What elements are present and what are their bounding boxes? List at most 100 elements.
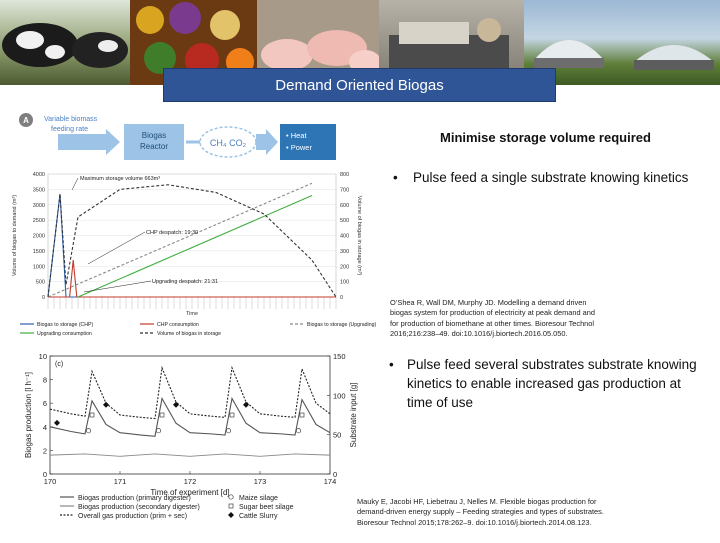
legend-label: Biogas production (secondary digester)	[78, 504, 200, 511]
maize-silage-marker	[225, 428, 232, 434]
y-tick-label: 3500	[33, 187, 45, 193]
series-line-2	[47, 182, 313, 298]
input-label-line2: feeding rate	[51, 126, 88, 133]
bullet-1: • Pulse feed a single substrate knowing …	[393, 168, 713, 187]
input-label-line1: Variable biomass	[44, 116, 98, 123]
outputs-box	[280, 124, 336, 160]
annotation-arrow	[87, 231, 146, 265]
biogas-production-chart: (c) 0 2 4 6 8 10 0 50 100 150 170 171 172 173 174 Time o…	[22, 350, 362, 538]
reference-1-line: 2016;216:238–49. doi:10.1016/j.biortech.…	[390, 329, 568, 339]
bullet-2-line: time of use	[407, 395, 474, 410]
legend-label: Cattle Slurry	[239, 513, 278, 520]
maize-silage-marker	[85, 428, 92, 434]
legend-label: Upgrading consumption	[37, 331, 92, 337]
bullet-1-text: Pulse feed a single substrate knowing ki…	[413, 170, 689, 185]
y-tick-label: 10	[39, 352, 47, 361]
badge-letter: A	[23, 116, 29, 125]
legend-label: Sugar beet silage	[239, 504, 294, 511]
cattle-slurry-marker	[243, 401, 249, 408]
x-tick-label: 171	[114, 477, 127, 486]
x-axis-label: Time	[186, 311, 198, 317]
y-tick-label: 2	[43, 446, 47, 455]
y2-tick-label: 400	[340, 234, 349, 240]
series-line-2	[49, 365, 331, 420]
panel-label: (c)	[55, 361, 63, 368]
y-tick-label: 500	[36, 280, 45, 286]
maize-silage-marker	[155, 428, 162, 434]
output-power: • Power	[286, 143, 312, 152]
legend-swatch	[228, 494, 234, 500]
slide-title: Demand Oriented Biogas	[163, 68, 556, 102]
reference-1-line: O’Shea R, Wall DM, Murphy JD. Modelling …	[390, 298, 587, 307]
y-tick-label: 6	[43, 399, 47, 408]
feed-arrow	[58, 129, 120, 155]
gas-label: CH₄ CO₂	[210, 138, 247, 148]
y2-tick-label: 500	[340, 218, 349, 224]
legend-swatch	[228, 512, 234, 518]
x-tick-label: 173	[254, 477, 267, 486]
y-tick-label: 1000	[33, 264, 45, 270]
y2-tick-label: 300	[340, 249, 349, 255]
y-tick-label: 4	[43, 423, 47, 432]
bullet-1-marker: •	[393, 170, 398, 185]
bullet-2: • Pulse feed several substrates substrat…	[389, 355, 719, 412]
legend-label: Volume of biogas in storage	[157, 331, 221, 337]
y-tick-label: 4000	[33, 172, 45, 178]
y-tick-label: 1500	[33, 249, 45, 255]
biogas-digester-photo	[524, 0, 720, 85]
legend-label: Biogas production (primary digester)	[78, 495, 191, 502]
slide-title-text: Demand Oriented Biogas	[275, 76, 444, 94]
series-line-1	[49, 453, 331, 457]
y-tick-label: 3000	[33, 203, 45, 209]
bullet-2-line: kinetics to enable increased gas product…	[407, 376, 681, 391]
y2-tick-label: 100	[333, 391, 346, 400]
output-heat: • Heat	[286, 131, 307, 140]
y2-tick-label: 150	[333, 352, 346, 361]
legend-label: Overall gas production (prim + sec)	[78, 513, 187, 520]
sugar-beet-silage-marker	[89, 412, 95, 418]
y2-tick-label: 50	[333, 431, 341, 440]
section-heading: Minimise storage volume required	[440, 130, 651, 145]
series-line-1	[48, 260, 336, 298]
bullet-2-marker: •	[389, 357, 394, 372]
reference-1-line: biogas system for production of electric…	[390, 308, 595, 318]
y-axis-label: Biogas production [l h⁻¹]	[24, 372, 33, 458]
storage-chart-svg: 0 500 1000 1500 2000 2500 3000 3500 4000 0 100 200 3…	[12, 172, 376, 337]
y-tick-label: 8	[43, 376, 47, 385]
cattle-slurry-marker	[103, 401, 109, 408]
series-line-4	[47, 184, 337, 298]
reference-1: O’Shea R, Wall DM, Murphy JD. Modelling …	[390, 298, 630, 340]
annotation-arrow	[83, 280, 152, 293]
annotation-chp: CHP despatch: 19:30	[146, 230, 198, 236]
y2-tick-label: 200	[340, 264, 349, 270]
y2-tick-label: 0	[340, 295, 343, 301]
dairy-cows-photo	[0, 0, 130, 85]
cattle-slurry-marker	[173, 401, 179, 408]
y-axis-label: Volume of biogas to demand (m³)	[12, 195, 18, 276]
y2-axis-label: Volume of biogas in storage (m³)	[356, 196, 362, 276]
series-line-0	[49, 396, 331, 437]
reference-2-line: Bioresour Technol 2015;178:262–9. doi:10…	[357, 517, 592, 527]
reference-2-line: Mauky E, Jacobi HF, Liebetrau J, Nelles …	[357, 497, 597, 506]
legend-swatch	[228, 503, 234, 509]
badge-circle	[19, 113, 33, 127]
reactor-box	[124, 124, 184, 160]
x-axis-label: Time of experiment [d]	[150, 488, 229, 497]
y2-tick-label: 800	[340, 172, 349, 178]
annotation-upgrading: Upgrading despatch: 21:31	[152, 279, 218, 285]
storage-chart: 0 500 1000 1500 2000 2500 3000 3500 4000 0 100 200 3…	[6, 166, 386, 344]
sugar-beet-silage-marker	[299, 412, 305, 418]
sugar-beet-silage-marker	[159, 412, 165, 418]
reference-1-line: for production of biomethane at other ti…	[390, 318, 595, 328]
reactor-label-line2: Reactor	[140, 142, 168, 151]
y-tick-label: 2000	[33, 234, 45, 240]
legend-label: Biogas to storage (Upgrading)	[307, 322, 376, 328]
bullet-2-line: Pulse feed several substrates substrate …	[407, 357, 697, 372]
legend-label: CHP consumption	[157, 322, 199, 328]
y2-tick-label: 0	[333, 470, 337, 479]
y2-axis-label: Substrate input [g]	[349, 383, 358, 448]
y2-tick-label: 100	[340, 280, 349, 286]
reactor-label-line1: Biogas	[142, 131, 166, 140]
legend-label: Maize silage	[239, 495, 278, 502]
series-line-3	[77, 195, 313, 298]
